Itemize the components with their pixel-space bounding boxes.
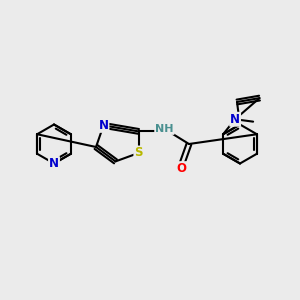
Text: O: O: [176, 162, 187, 175]
Text: S: S: [134, 146, 143, 160]
Text: N: N: [98, 119, 109, 132]
Text: N: N: [49, 157, 59, 170]
Text: NH: NH: [155, 124, 174, 134]
Text: N: N: [230, 113, 240, 126]
